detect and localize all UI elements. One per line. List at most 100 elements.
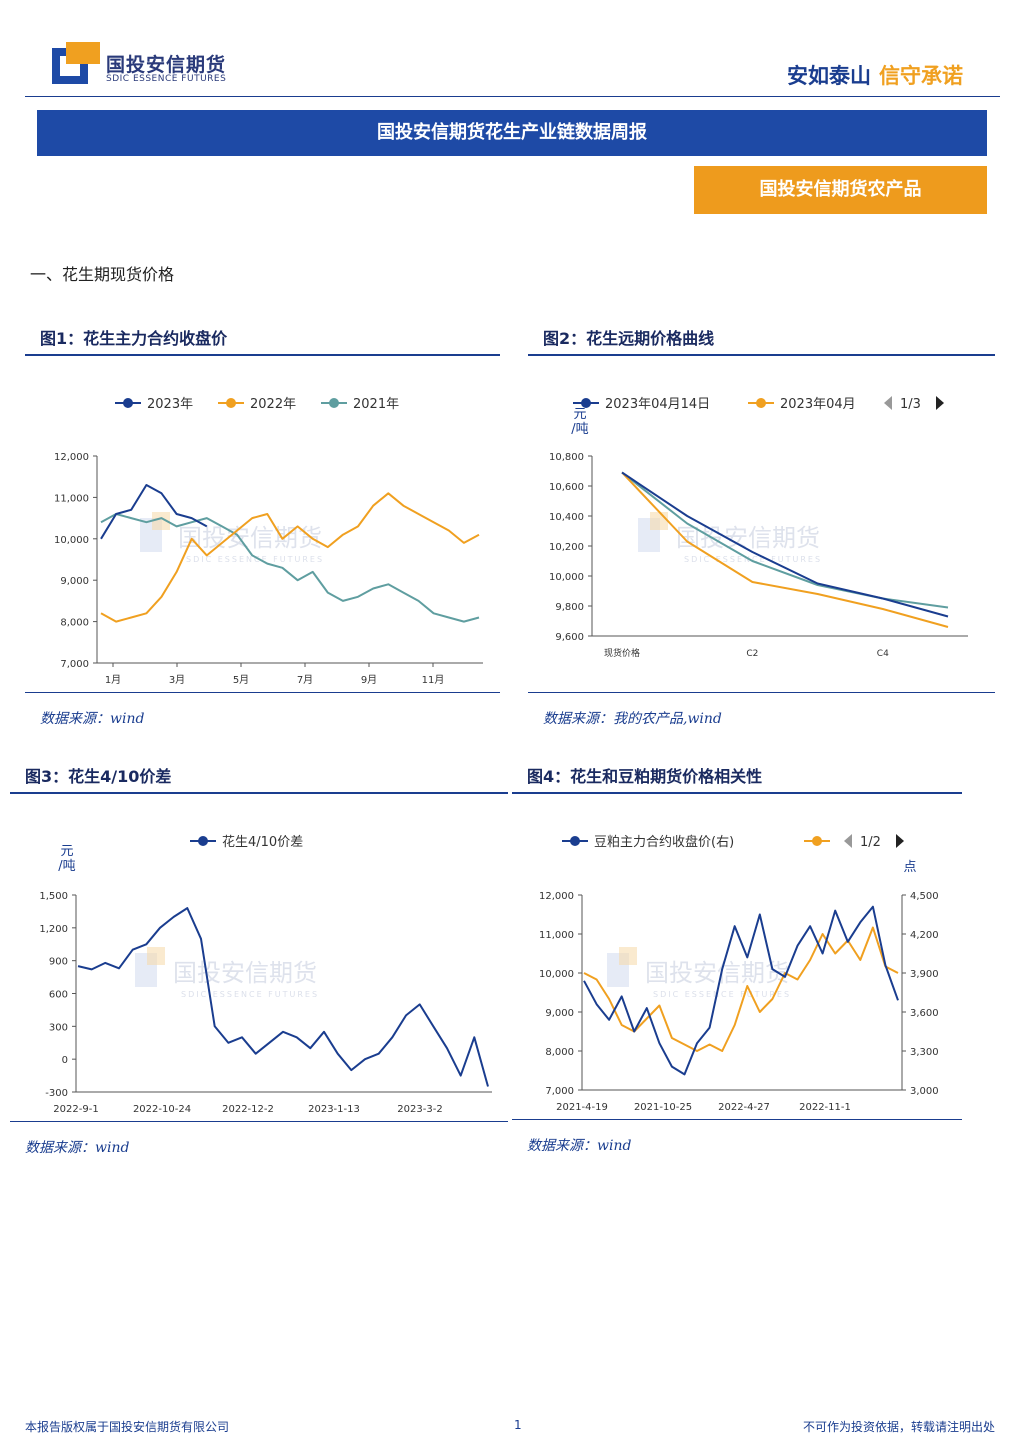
legend-label-2: 2021年 (353, 397, 399, 412)
y-tick-label: 1,500 (39, 891, 68, 902)
figure-2-title: 图2：花生远期价格曲线 (543, 329, 715, 348)
series-line-0 (100, 484, 208, 540)
x-tick-label: C4 (877, 649, 889, 659)
slogan-part-b: 信守承诺 (879, 64, 963, 88)
legend-label-0: 豆粕主力合约收盘价(右) (594, 834, 734, 850)
y-tick-label: 10,000 (549, 572, 584, 583)
legend-marker-1 (226, 398, 236, 408)
y-tick-label: 10,000 (539, 969, 574, 980)
watermark-subtext: SDIC ESSENCE FUTURES (684, 555, 822, 564)
figure-1-source: 数据来源：wind (40, 711, 145, 727)
x-tick-label: 2023-1-13 (308, 1104, 360, 1115)
watermark-subtext: SDIC ESSENCE FUTURES (181, 990, 319, 999)
x-tick-label: 2022-9-1 (53, 1104, 98, 1115)
figure-4-rule (512, 792, 962, 794)
y-tick-label: 7,000 (545, 1086, 574, 1097)
x-tick-label: 11月 (422, 674, 445, 686)
category-badge: 国投安信期货农产品 (694, 166, 987, 214)
y-tick-label: 10,600 (549, 482, 584, 493)
legend-marker-0 (581, 398, 591, 408)
watermark-text: 国投安信期货 (173, 959, 317, 987)
series-line-1 (621, 471, 949, 628)
y-tick-label: 8,000 (60, 618, 89, 629)
x-tick-label: 2022-12-2 (222, 1104, 274, 1115)
y-tick-label: 1,200 (39, 924, 68, 935)
y-tick-label: 11,000 (539, 930, 574, 941)
legend-marker-1 (812, 836, 822, 846)
x-tick-label: 7月 (297, 674, 313, 686)
footer-page-number: 1 (514, 1418, 522, 1432)
y-tick-label: 8,000 (545, 1047, 574, 1058)
series-line-1 (100, 492, 480, 623)
figure-4-bottom-rule (512, 1119, 962, 1120)
figure-3-rule (10, 792, 508, 794)
legend-marker-0 (123, 398, 133, 408)
slogan: 安如泰山 信守承诺 (787, 60, 963, 90)
watermark-text: 国投安信期货 (676, 524, 820, 552)
x-tick-label: 2021-4-19 (556, 1102, 608, 1113)
x-tick-label: 2022-10-24 (133, 1104, 191, 1115)
pager-prev-icon (884, 396, 892, 410)
figure-4-source: 数据来源：wind (527, 1138, 632, 1154)
y2-tick-label: 3,600 (910, 1008, 939, 1019)
x-tick-label: 2023-3-2 (397, 1104, 442, 1115)
y-tick-label: 12,000 (539, 891, 574, 902)
series-line-2 (100, 513, 480, 623)
figure-2-rule (528, 354, 995, 356)
unit-label-line2: /吨 (58, 859, 75, 874)
header-divider (25, 96, 1000, 97)
watermark-logo-accent-icon (650, 512, 668, 530)
watermark-text: 国投安信期货 (645, 959, 789, 987)
y2-tick-label: 4,500 (910, 891, 939, 902)
watermark-logo-accent-icon (147, 947, 165, 965)
y-tick-label: 10,000 (54, 535, 89, 546)
figure-1-bottom-rule (25, 692, 500, 693)
x-tick-label: 现货价格 (604, 647, 640, 659)
figure-1-title: 图1：花生主力合约收盘价 (40, 329, 228, 348)
unit-label-line2: /吨 (571, 422, 588, 437)
series-line-0 (77, 907, 489, 1087)
x-tick-label: 3月 (169, 674, 185, 686)
x-tick-label: 9月 (361, 674, 377, 686)
x-tick-label: 2021-10-25 (634, 1102, 692, 1113)
legend-label-1: 2022年 (250, 397, 296, 412)
watermark-text: 国投安信期货 (178, 524, 322, 552)
y-tick-label: 10,200 (549, 542, 584, 553)
y-tick-label: 11,000 (54, 493, 89, 504)
figure-3-title: 图3：花生4/10价差 (25, 767, 172, 786)
pager-next-icon (896, 834, 904, 848)
x-tick-label: 2022-4-27 (718, 1102, 770, 1113)
y-tick-label: 0 (62, 1055, 68, 1066)
figure-1-rule (25, 354, 500, 356)
legend-marker-0 (198, 836, 208, 846)
series-line-0 (583, 905, 899, 1076)
figure-3-bottom-rule (10, 1121, 508, 1122)
logo-text-en: SDIC ESSENCE FUTURES (106, 74, 227, 84)
y-tick-label: 300 (49, 1022, 68, 1033)
unit-label-line1: 元 (60, 844, 73, 859)
pager-text: 1/3 (900, 397, 921, 412)
y-tick-label: 9,000 (545, 1008, 574, 1019)
legend-label-0: 2023年 (147, 397, 193, 412)
figure-2-source: 数据来源：我的农产品,wind (543, 711, 722, 727)
x-tick-label: 1月 (105, 674, 121, 686)
series-line-0 (621, 471, 949, 618)
legend-label-0: 2023年04月14日 (605, 397, 710, 412)
legend-marker-1 (756, 398, 766, 408)
y-tick-label: 7,000 (60, 659, 89, 670)
legend-marker-2 (329, 398, 339, 408)
y-tick-label: 9,600 (555, 632, 584, 643)
y-tick-label: 600 (49, 990, 68, 1001)
section-title: 一、花生期现货价格 (30, 265, 175, 284)
y-tick-label: 10,400 (549, 512, 584, 523)
y2-tick-label: 3,000 (910, 1086, 939, 1097)
report-title: 国投安信期货花生产业链数据周报 (37, 110, 987, 156)
x-tick-label: 2022-11-1 (799, 1102, 851, 1113)
y-tick-label: 9,000 (60, 576, 89, 587)
footer-copyright: 本报告版权属于国投安信期货有限公司 (25, 1420, 230, 1434)
x-tick-label: C2 (746, 649, 758, 659)
